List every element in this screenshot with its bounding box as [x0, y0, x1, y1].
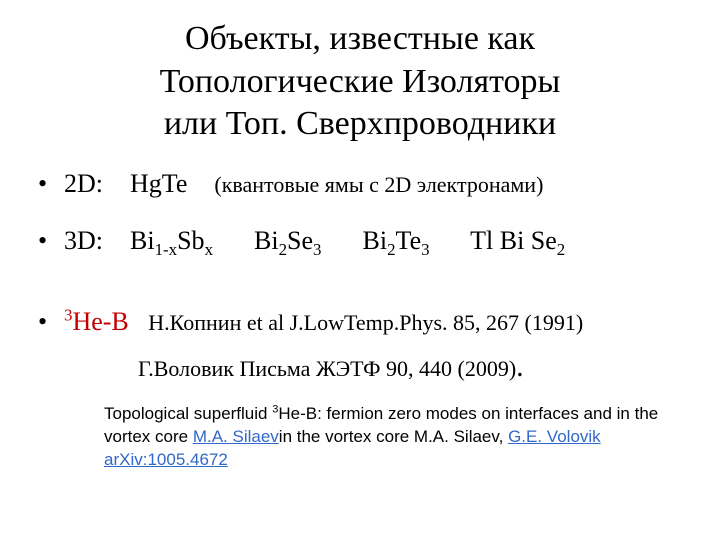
bullet-3d: 3D: Bi1-xSbx Bi2Se3 Bi2Te3 Tl Bi Se2 — [64, 223, 690, 258]
bullet-2d-prefix: 2D: — [64, 169, 103, 198]
bullet-he3b: 3He-B Н.Копнин et al J.LowTemp.Phys. 85,… — [64, 304, 690, 388]
slide: Объекты, известные как Топологические Из… — [0, 0, 720, 540]
ref-link-arxiv[interactable]: arXiv:1005.4672 — [104, 450, 228, 469]
he3b-ref-kopnin: Н.Копнин et al J.LowTemp.Phys. 85, 267 (… — [148, 310, 583, 335]
ref-text-2: in the vortex core M.A. Silaev, — [279, 427, 508, 446]
ref-link-volovik[interactable]: G.E. Volovik — [508, 427, 601, 446]
compound-bite: Bi2Te3 — [363, 226, 437, 255]
compound-tlbise: Tl Bi Se2 — [470, 226, 565, 255]
he3b-ref-volovik: Г.Воловик Письма ЖЭТФ 90, 440 (2009). — [138, 347, 690, 388]
ref-link-silaev[interactable]: M.A. Silaev — [193, 427, 279, 446]
ref-text-1: Topological superfluid — [104, 404, 272, 423]
bullet-2d: 2D: HgTe (квантовые ямы с 2D электронами… — [64, 166, 690, 201]
slide-title: Объекты, известные как Топологические Из… — [30, 18, 690, 146]
compound-bise: Bi2Se3 — [254, 226, 328, 255]
bullet-2d-paren: (квантовые ямы с 2D электронами) — [214, 172, 543, 197]
title-line-3: или Топ. Сверхпроводники — [164, 105, 556, 142]
title-line-1: Объекты, известные как — [185, 20, 535, 57]
bullet-3d-prefix: 3D: — [64, 226, 103, 255]
he3b-label: 3He-B — [64, 307, 135, 336]
bullet-2d-compound: HgTe — [130, 169, 187, 198]
compound-bisb: Bi1-xSbx — [130, 226, 220, 255]
title-line-2: Топологические Изоляторы — [160, 63, 561, 100]
bullet-list: 2D: HgTe (квантовые ямы с 2D электронами… — [30, 166, 690, 388]
reference-block: Topological superfluid 3He-B: fermion ze… — [104, 403, 684, 472]
